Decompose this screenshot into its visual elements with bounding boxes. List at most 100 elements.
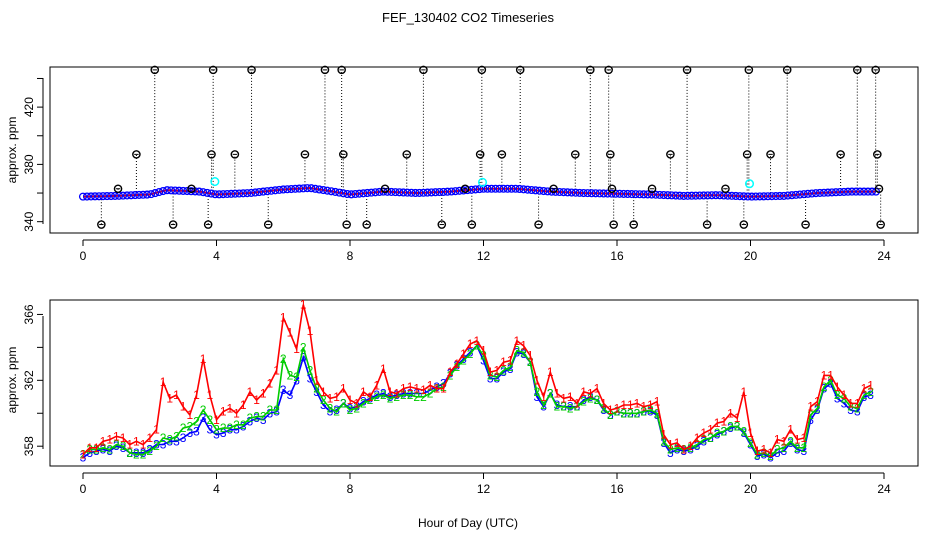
series-3-point-label: 3 [393,388,400,402]
top-baseline-marker [747,192,756,201]
series-3-point-label: 3 [227,423,234,437]
series-2-point-label: 2 [520,345,527,359]
bottom-x-tick-label: 8 [347,482,354,496]
series-2-point-label: 2 [200,403,207,417]
series-3-point-label: 3 [213,428,220,442]
series-3-point-label: 3 [500,365,507,379]
series-1-point-label: 1 [580,385,587,399]
series-2-point-label: 2 [500,363,507,377]
series-3-point-label: 3 [440,377,447,391]
top-plot-frame [49,66,919,234]
series-1-point-label: 1 [787,423,794,437]
spike-marker [475,150,485,159]
spike-marker [477,65,487,75]
bottom-x-ticks: 0 4 8 12 16 20 24 [80,473,891,496]
spike-marker [801,220,810,229]
series-3-point-label: 3 [861,390,868,404]
top-baseline-marker [355,189,364,198]
series-1-point-label: 1 [206,388,213,402]
spike-marker-ring [871,65,880,75]
spike-marker [203,220,213,229]
series-2-point-label: 2 [867,385,874,399]
top-baseline-marker [391,188,400,197]
series-1-point-label: 1 [133,434,140,448]
series-1-point-label: 1 [520,339,527,353]
series-1-point-label: 1 [654,395,661,409]
top-x-tick-label: 16 [610,249,624,263]
spike-marker-ring [380,184,390,194]
top-baseline-marker [659,190,668,200]
top-baseline-marker [807,189,816,198]
series-1-point-label: 1 [280,311,287,325]
spike-marker [604,65,613,75]
series-2-point-label: 2 [534,385,541,399]
series-3-point-label: 3 [467,345,474,359]
top-baseline-marker [599,189,608,198]
top-baseline-marker [639,190,648,199]
series-3-point-label: 3 [694,439,701,453]
series-2-point-label: 2 [387,391,394,405]
series-1-point-label: 1 [801,431,808,445]
series-2-point-label: 2 [567,401,574,415]
top-y-ticks: 340 380 420 [22,77,43,232]
top-baseline-marker [427,188,436,197]
spike-marker-ring [362,220,371,229]
top-baseline-marker [343,189,352,199]
bottom-x-tick-label: 16 [610,482,624,496]
series-2-point-label: 2 [667,442,674,456]
series-3-point-label: 3 [193,424,200,438]
series-2-point-label: 2 [467,347,474,361]
top-baseline-marker [215,190,224,199]
top-baseline-marker [771,192,780,201]
series-1-point-label: 1 [614,401,621,415]
series-3-point-label: 3 [567,400,574,414]
series-2-point-label: 2 [287,368,294,382]
series-2-point-label: 2 [407,388,414,402]
top-baseline-marker [631,190,640,199]
spike-marker [534,220,543,229]
series-3-point-label: 3 [273,405,280,419]
top-y-axis-label: approx. ppm [5,117,19,184]
series-1-point-label: 1 [767,446,774,460]
series-1-point-label: 1 [714,416,721,430]
top-baseline-marker [527,185,536,195]
top-baseline-marker [435,188,444,197]
top-baseline-marker [299,184,308,193]
series-1-point-label: 1 [467,337,474,351]
spike-marker-ring [782,65,792,75]
series-2-point-label: 2 [580,395,587,409]
top-baseline-marker [791,190,800,199]
spike-marker-ring [207,150,216,159]
spike-marker [208,65,218,75]
top-baseline-marker [607,189,616,198]
top-baseline-marker [203,188,212,197]
series-3-point-label: 3 [93,444,100,458]
top-baseline-marker [219,190,228,199]
spike-marker-ring [230,150,240,159]
top-y-tick-label: 420 [22,97,36,117]
top-baseline-marker [347,190,356,199]
top-baseline-marker [867,187,877,196]
top-baseline-marker [687,191,696,200]
series-2-point-label: 2 [614,405,621,419]
spike-marker [187,184,196,194]
series-2-point-label: 2 [307,363,314,377]
series-3-point-label: 3 [173,434,180,448]
series-1-point-label: 1 [253,393,260,407]
series-1-point-label: 1 [260,386,267,400]
series-1-point-label: 1 [647,398,654,412]
series-3-point-label: 3 [534,390,541,404]
top-baseline-marker [519,185,528,194]
series-2-point-label: 2 [146,444,153,458]
top-baseline-marker [127,191,136,200]
top-baseline-marker [183,187,192,196]
series-1-point-label: 1 [453,357,460,371]
series-2-point-label: 2 [420,390,427,404]
series-3-point-label: 3 [781,444,788,458]
series-2-point-label: 2 [227,421,234,435]
series-1-point-label: 1 [233,406,240,420]
series-2-point-label: 2 [260,410,267,424]
top-baseline-marker [667,191,676,200]
top-baseline-marker [615,189,624,198]
